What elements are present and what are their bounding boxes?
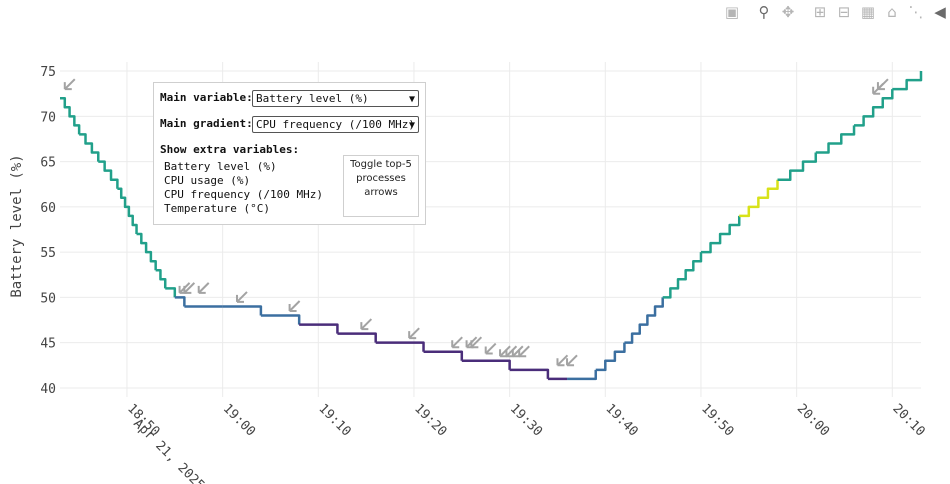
extra-variable-item[interactable]: CPU frequency (/100 MHz) (164, 188, 323, 201)
process-arrow-icon (360, 318, 373, 331)
series-segment (299, 323, 339, 334)
y-tick-label: 50 (40, 291, 56, 306)
chart-grid (60, 62, 921, 397)
y-tick-label: 75 (40, 65, 56, 80)
series-line (60, 71, 923, 381)
main-variable-select[interactable]: Battery level (%) ▼ (252, 90, 419, 107)
extra-variable-item[interactable]: Temperature (°C) (164, 202, 270, 215)
series-segment (662, 252, 703, 299)
x-tick-label: 19:00 (220, 401, 258, 439)
series-segment (739, 179, 779, 218)
process-arrow-icon (288, 300, 301, 312)
autoscale-icon[interactable]: ▦ (860, 3, 876, 21)
y-tick-label: 40 (40, 382, 56, 397)
camera-icon[interactable]: ▣ (724, 3, 740, 21)
series-segment (98, 160, 119, 189)
x-tick-label: Apr 21, 2025 (130, 416, 207, 484)
series-segment (222, 305, 263, 316)
series-segment (423, 350, 464, 361)
zoom-icon[interactable]: ⚲ (758, 3, 770, 21)
series-segment (174, 296, 186, 307)
series-segment (815, 125, 856, 154)
process-arrow-icon (451, 336, 463, 349)
x-tick-label: 19:50 (698, 401, 736, 439)
zoom-out-icon[interactable]: ⊟ (837, 3, 851, 21)
series-segment (136, 232, 157, 271)
process-arrow-icon (876, 78, 889, 91)
main-gradient-label: Main gradient: (160, 117, 253, 130)
chevron-down-icon: ▼ (408, 94, 415, 105)
series-segment (165, 287, 177, 298)
process-arrows (63, 78, 889, 367)
process-arrow-icon (183, 282, 196, 294)
x-tick-label: 19:40 (602, 401, 640, 439)
series-segment (595, 342, 626, 372)
process-arrow-icon (566, 354, 578, 367)
series-segment (700, 215, 741, 254)
series-segment (509, 368, 550, 379)
process-arrow-icon (470, 336, 483, 349)
y-tick-label: 45 (40, 337, 56, 352)
series-segment (624, 297, 664, 344)
extra-variables-list: Battery level (%) CPU usage (%) CPU freq… (164, 160, 323, 216)
y-tick-label: 55 (40, 246, 56, 261)
series-segment (777, 152, 818, 181)
extra-variable-item[interactable]: CPU usage (%) (164, 174, 251, 187)
series-segment (337, 332, 377, 343)
y-axis-label: Battery level (%) (9, 154, 25, 297)
spike-icon[interactable]: ⋱ (908, 3, 924, 21)
process-arrow-icon (63, 78, 76, 91)
main-gradient-value: CPU frequency (/100 MHz) (256, 118, 415, 131)
y-tick-label: 70 (40, 110, 56, 125)
process-arrow-icon (197, 282, 210, 294)
series-segment (854, 89, 894, 127)
x-tick-label: 19:20 (411, 401, 449, 439)
series-segment (155, 268, 167, 289)
process-arrow-icon (235, 291, 248, 303)
series-segment (79, 133, 100, 162)
main-gradient-select[interactable]: CPU frequency (/100 MHz) ▼ (252, 116, 419, 133)
y-tick-label: 65 (40, 156, 56, 171)
x-tick-label: 20:10 (889, 401, 927, 439)
x-tick-label: 19:10 (315, 401, 353, 439)
y-tick-label: 60 (40, 201, 56, 216)
process-arrow-icon (408, 327, 420, 340)
process-arrow-icon (518, 345, 530, 358)
y-tick-labels: 40 45 50 55 60 65 70 75 (40, 65, 56, 397)
extra-variable-item[interactable]: Battery level (%) (164, 160, 277, 173)
x-tick-label: 19:30 (507, 401, 545, 439)
process-arrow-icon (484, 342, 497, 355)
x-tick-label: 20:00 (794, 401, 832, 439)
series-segment (117, 187, 138, 235)
pan-icon[interactable]: ✥ (781, 3, 795, 21)
series-segment (892, 71, 923, 91)
series-segment (260, 314, 301, 325)
series-segment (375, 341, 425, 352)
chevron-down-icon: ▼ (408, 120, 415, 131)
process-arrow-icon (556, 354, 569, 367)
hover-icon[interactable]: ◀ (934, 3, 946, 21)
series-segment (461, 359, 511, 370)
home-icon[interactable]: ⌂ (887, 3, 897, 21)
main-variable-value: Battery level (%) (256, 92, 369, 105)
toggle-arrows-button[interactable]: Toggle top-5 processes arrows (343, 155, 419, 217)
main-variable-label: Main variable: (160, 91, 253, 104)
modebar: ▣ ⚲ ✥ ⊞ ⊟ ▦ ⌂ ⋱ ◀ (718, 2, 950, 22)
extra-variables-title: Show extra variables: (160, 143, 300, 156)
series-segment (567, 369, 597, 381)
zoom-in-icon[interactable]: ⊞ (813, 3, 827, 21)
series-segment (60, 96, 81, 135)
controls-panel: Main variable: Battery level (%) ▼ Main … (153, 82, 426, 225)
